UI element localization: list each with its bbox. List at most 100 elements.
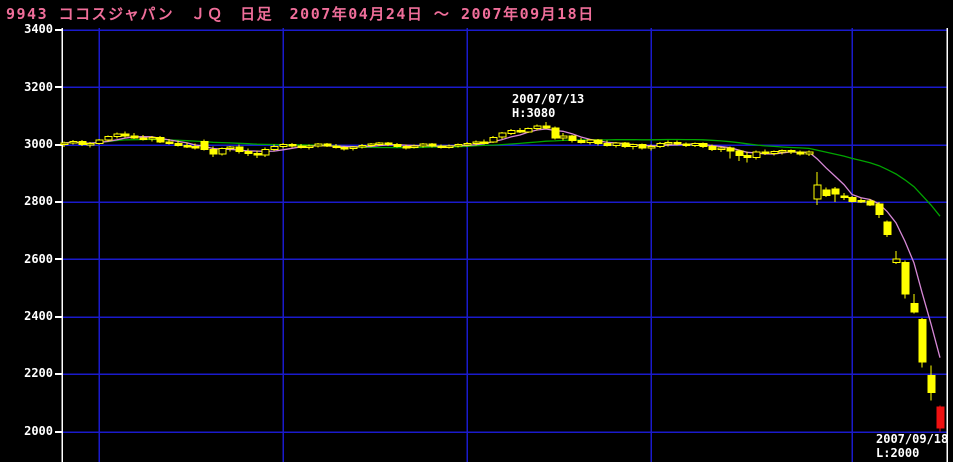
candle-body-down [848,197,857,202]
candle-body-down [883,221,892,236]
candle-body-down [831,188,840,195]
candle-body-up [717,147,726,151]
candle-body-down [621,142,630,147]
candle-body-down [191,145,200,149]
candle-body-up [813,184,822,200]
candle-body-up [104,136,113,141]
candle-body-down [761,151,770,155]
candle-body-down [402,145,411,149]
candle-body-down [840,195,849,198]
candle-body-down [743,155,752,158]
candle-body-up [375,142,384,145]
candle-body-down [297,145,306,149]
candle-body-down [121,133,130,137]
candle-body-up [507,129,516,134]
candle-body-down [516,129,525,133]
candle-body-up [358,144,367,148]
low-annotation: 2007/09/18 L:2000 [876,432,948,460]
candle-body-up [349,146,358,150]
candle-body-up [218,148,227,155]
candle-body-down [332,145,341,149]
candle-body-up [656,143,665,148]
candle-body-up [647,145,656,149]
candle-body-down [875,203,884,216]
candle-body-up [533,125,542,130]
y-axis-label: 2600 [24,252,53,266]
candle-body-down [200,140,209,150]
ma-short-line [63,128,941,358]
high-annotation-date: 2007/07/13 [512,92,585,106]
candle-body-down [822,189,831,197]
y-axis-label: 3200 [24,80,53,94]
y-axis-label: 3400 [24,22,53,36]
candle-body-down [787,150,796,153]
candle-body-up [410,145,419,149]
candle-body-up [226,146,235,150]
low-annotation-date: 2007/09/18 [876,432,949,446]
candle-body-up [95,139,104,145]
candle-body-up [463,143,472,146]
candle-body-down [235,146,244,153]
candle-body-up [472,141,481,145]
y-axis-label: 2000 [24,424,53,438]
candle-body-up [445,145,454,149]
candle-body-down [78,140,87,146]
candle-body-down [130,135,139,139]
candle-body-up [770,151,779,154]
candle-body-up [261,148,270,156]
candle-body-up [419,143,428,147]
candle-body-down [323,143,332,147]
candle-body-down [910,303,919,313]
candle-body-up [489,136,498,143]
candle-body-down [253,152,262,156]
chart-title: 9943 ココスジャパン ＪＱ 日足 2007年04月24日 ～ 2007年09… [6,5,595,23]
candle-body-up [612,142,621,146]
candle-body-down [901,261,910,295]
candle-body-down [796,151,805,155]
candle-body-up [629,144,638,147]
candle-body-down [288,144,297,147]
candle-body-up [60,142,69,146]
candle-body-up [778,150,787,153]
high-annotation: 2007/07/13 H:3080 [512,92,584,120]
candle-body-down [673,141,682,145]
candle-body-up [305,145,314,149]
candle-body-down [340,147,349,150]
candle-body-down [936,406,945,429]
candle-body-up [586,139,595,143]
candle-body-up [69,140,78,144]
candle-body-down [139,137,148,140]
candle-body-down [577,140,586,143]
high-annotation-value: H:3080 [512,106,556,120]
candle-body-down [165,141,174,145]
candle-body-down [428,143,437,147]
bottom-strip [0,462,953,468]
candle-body-down [244,151,253,154]
candle-body-up [86,143,95,146]
candle-body-down [437,145,446,149]
candle-body-down [542,125,551,129]
candle-body-up [270,145,279,150]
candle-body-down [156,136,165,143]
candle-body-up [752,151,761,158]
candle-body-down [638,144,647,149]
y-axis-label: 2200 [24,366,53,380]
candle-body-down [174,143,183,146]
candle-body-up [279,144,288,147]
candle-body-up [892,258,901,263]
candle-body-down [551,127,560,139]
candle-body-up [314,143,323,147]
candle-body-down [393,144,402,147]
candle-body-down [480,141,489,144]
candle-body-down [603,143,612,146]
low-annotation-value: L:2000 [876,446,920,460]
candle-body-down [594,139,603,145]
candle-body-up [559,135,568,139]
y-axis-label: 2800 [24,194,53,208]
candle-body-up [664,141,673,145]
candle-body-down [866,200,875,206]
candle-body-down [384,142,393,146]
candle-body-up [367,143,376,147]
